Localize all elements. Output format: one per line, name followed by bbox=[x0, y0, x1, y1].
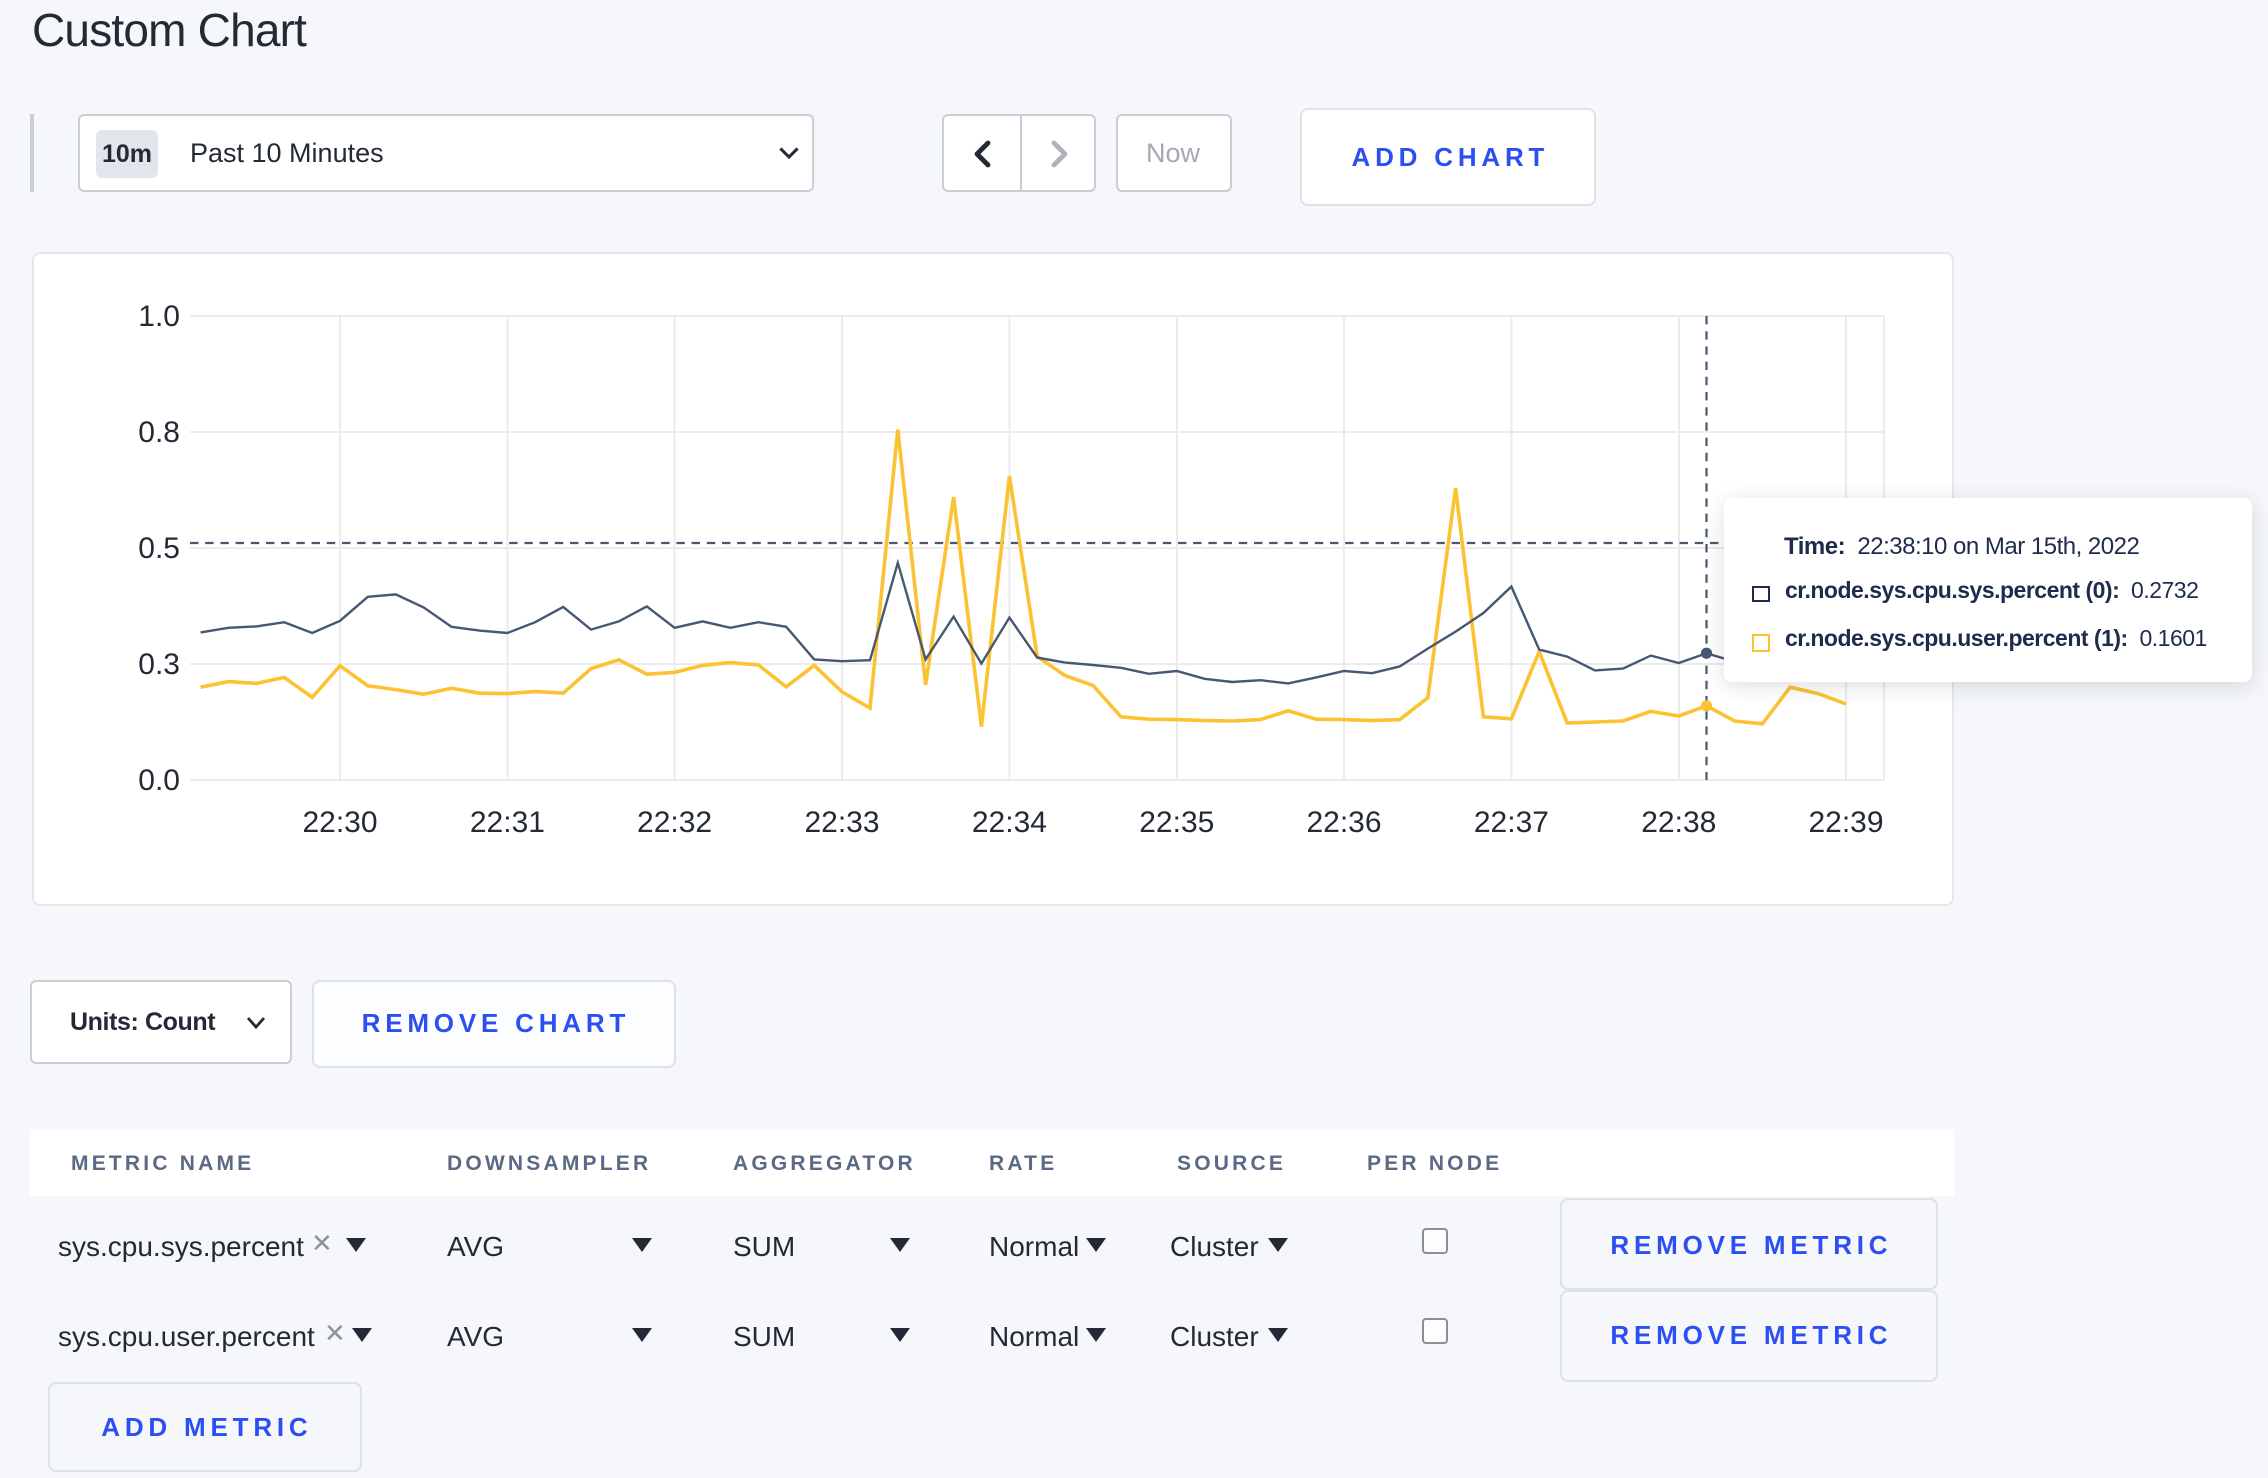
svg-text:0.0: 0.0 bbox=[138, 764, 180, 797]
svg-text:22:32: 22:32 bbox=[637, 806, 712, 839]
svg-text:22:34: 22:34 bbox=[972, 806, 1047, 839]
svg-text:1.0: 1.0 bbox=[138, 300, 180, 333]
svg-text:22:31: 22:31 bbox=[470, 806, 545, 839]
svg-text:0.8: 0.8 bbox=[138, 416, 180, 449]
svg-text:22:36: 22:36 bbox=[1306, 806, 1381, 839]
svg-text:22:35: 22:35 bbox=[1139, 806, 1214, 839]
svg-text:22:30: 22:30 bbox=[302, 806, 377, 839]
svg-text:22:33: 22:33 bbox=[804, 806, 879, 839]
svg-text:22:37: 22:37 bbox=[1474, 806, 1549, 839]
svg-text:22:38: 22:38 bbox=[1641, 806, 1716, 839]
svg-text:0.5: 0.5 bbox=[138, 532, 180, 565]
svg-text:0.3: 0.3 bbox=[138, 648, 180, 681]
svg-text:22:39: 22:39 bbox=[1808, 806, 1883, 839]
